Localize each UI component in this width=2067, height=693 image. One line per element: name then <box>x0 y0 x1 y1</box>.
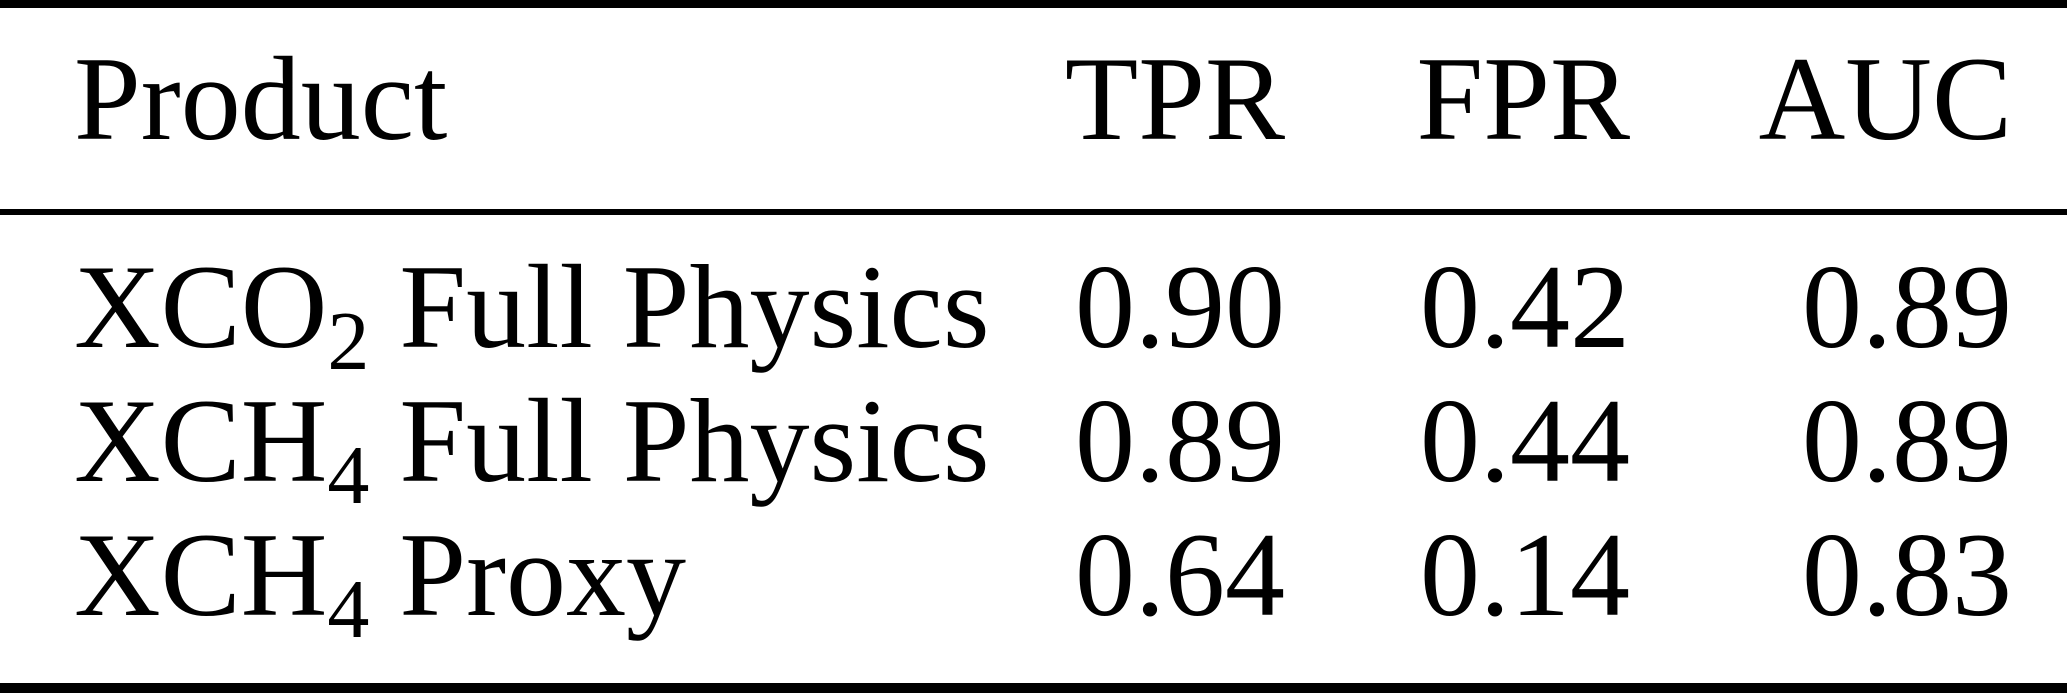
auc-cell: 0.83 <box>1802 508 2012 641</box>
fpr-cell: 0.44 <box>1420 374 1630 507</box>
product-name-rest: Full Physics <box>369 240 990 373</box>
column-header-fpr: FPR <box>1416 31 1630 165</box>
column-header-product: Product <box>74 31 448 165</box>
top-rule <box>0 0 2067 8</box>
table-body: XCO2 Full Physics 0.90 0.42 0.89 XCH4 Fu… <box>0 215 2067 652</box>
product-cell: XCO2 Full Physics <box>0 247 1000 384</box>
table-row: XCH4 Full Physics 0.89 0.44 0.89 <box>0 374 2067 518</box>
tpr-cell: 0.64 <box>1075 508 1285 641</box>
product-name-rest: Proxy <box>369 508 687 641</box>
auc-cell: 0.89 <box>1802 240 2012 373</box>
product-name-subscript: 4 <box>327 428 370 522</box>
product-name-prefix: XCO <box>74 240 328 373</box>
column-header-tpr: TPR <box>1064 31 1285 165</box>
table-row: XCH4 Proxy 0.64 0.14 0.83 <box>0 508 2067 652</box>
column-header-auc: AUC <box>1758 31 2012 165</box>
auc-cell: 0.89 <box>1802 374 2012 507</box>
product-name-prefix: XCH <box>74 374 328 507</box>
fpr-cell: 0.14 <box>1420 508 1630 641</box>
product-name-subscript: 4 <box>327 562 370 656</box>
product-name-prefix: XCH <box>74 508 328 641</box>
product-name-rest: Full Physics <box>369 374 990 507</box>
fpr-cell: 0.42 <box>1420 240 1630 373</box>
product-cell: XCH4 Proxy <box>0 515 1000 652</box>
mid-rule <box>0 209 2067 215</box>
table-row: XCO2 Full Physics 0.90 0.42 0.89 <box>0 240 2067 384</box>
tpr-cell: 0.89 <box>1075 374 1285 507</box>
bottom-rule <box>0 683 2067 693</box>
table-header-row: Product TPR FPR AUC <box>0 8 2067 209</box>
tpr-cell: 0.90 <box>1075 240 1285 373</box>
product-name-subscript: 2 <box>327 294 370 388</box>
product-cell: XCH4 Full Physics <box>0 381 1000 518</box>
